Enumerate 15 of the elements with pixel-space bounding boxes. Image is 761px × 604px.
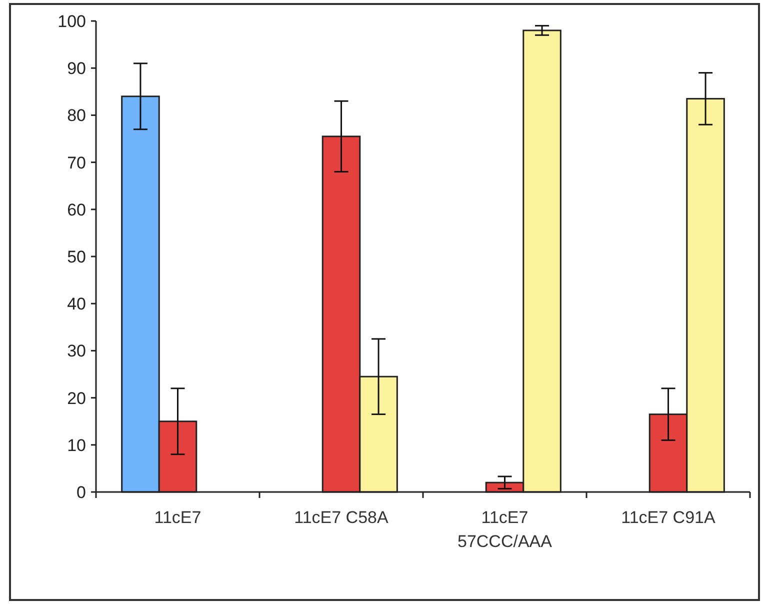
y-tick-label: 40: [67, 294, 86, 314]
y-tick-label: 60: [67, 200, 86, 220]
y-tick-label: 20: [67, 388, 86, 408]
y-tick-label: 0: [76, 482, 86, 502]
y-tick-label: 30: [67, 342, 86, 361]
x-tick-label: 11cE7 57CCC/AAA: [458, 508, 553, 551]
y-tick-label: 80: [67, 106, 86, 126]
y-tick-label: 100: [58, 12, 86, 31]
y-tick-label: 10: [67, 436, 86, 455]
x-tick-label: 11cE7 C91A: [621, 508, 716, 527]
x-tick-label: 11cE7 C58A: [294, 508, 389, 527]
y-tick-label: 50: [67, 247, 86, 266]
y-tick-label: 70: [67, 153, 86, 172]
x-tick-label: 11cE7: [154, 508, 202, 527]
y-tick-label: 90: [67, 59, 86, 78]
